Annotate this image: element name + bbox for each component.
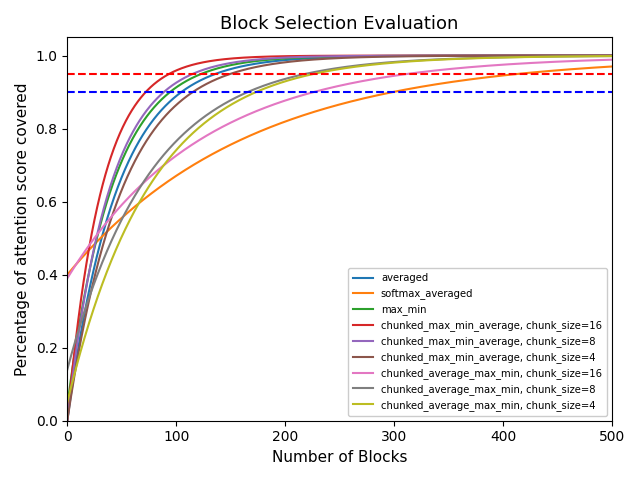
Line: averaged: averaged xyxy=(67,56,612,421)
chunked_max_min_average, chunk_size=8 xyxy=(592,53,600,59)
Legend: averaged, softmax_averaged, max_min, chunked_max_min_average, chunk_size=16, chu: averaged, softmax_averaged, max_min, chu… xyxy=(348,268,607,416)
chunked_average_max_min, chunk_size=8 xyxy=(314,69,321,74)
chunked_max_min_average, chunk_size=16 xyxy=(92,214,99,220)
chunked_max_min_average, chunk_size=8 xyxy=(492,53,500,59)
chunked_average_max_min, chunk_size=8 xyxy=(92,278,99,284)
chunked_average_max_min, chunk_size=4 xyxy=(92,301,99,307)
chunked_max_min_average, chunk_size=4 xyxy=(592,53,600,59)
chunked_average_max_min, chunk_size=8 xyxy=(63,367,71,372)
chunked_max_min_average, chunk_size=16 xyxy=(592,53,600,59)
chunked_max_min_average, chunk_size=4 xyxy=(63,418,71,424)
chunked_average_max_min, chunk_size=8 xyxy=(608,53,616,59)
chunked_max_min_average, chunk_size=16 xyxy=(492,53,500,59)
chunked_average_max_min, chunk_size=16 xyxy=(328,84,336,90)
chunked_average_max_min, chunk_size=4 xyxy=(314,70,321,76)
Line: chunked_average_max_min, chunk_size=4: chunked_average_max_min, chunk_size=4 xyxy=(67,56,612,402)
averaged xyxy=(592,53,600,59)
Line: chunked_max_min_average, chunk_size=4: chunked_max_min_average, chunk_size=4 xyxy=(67,56,612,421)
Y-axis label: Percentage of attention score covered: Percentage of attention score covered xyxy=(15,82,30,376)
chunked_average_max_min, chunk_size=4 xyxy=(592,53,600,59)
softmax_averaged xyxy=(314,108,321,114)
chunked_average_max_min, chunk_size=8 xyxy=(592,53,600,59)
Line: softmax_averaged: softmax_averaged xyxy=(67,67,612,275)
softmax_averaged xyxy=(592,65,600,71)
chunked_average_max_min, chunk_size=4 xyxy=(328,67,336,73)
chunked_max_min_average, chunk_size=8 xyxy=(328,53,336,59)
chunked_max_min_average, chunk_size=4 xyxy=(608,53,616,59)
max_min xyxy=(314,54,321,60)
chunked_max_min_average, chunk_size=16 xyxy=(608,53,616,59)
softmax_averaged xyxy=(608,64,616,70)
softmax_averaged xyxy=(492,73,500,79)
X-axis label: Number of Blocks: Number of Blocks xyxy=(272,450,407,465)
max_min xyxy=(592,53,600,59)
chunked_max_min_average, chunk_size=4 xyxy=(314,56,321,62)
averaged xyxy=(592,53,600,59)
chunked_max_min_average, chunk_size=16 xyxy=(592,53,600,59)
chunked_max_min_average, chunk_size=16 xyxy=(63,418,71,424)
averaged xyxy=(92,261,99,267)
Line: max_min: max_min xyxy=(67,56,612,406)
Title: Block Selection Evaluation: Block Selection Evaluation xyxy=(220,15,459,33)
chunked_max_min_average, chunk_size=8 xyxy=(92,241,99,247)
chunked_max_min_average, chunk_size=16 xyxy=(314,53,321,59)
chunked_average_max_min, chunk_size=8 xyxy=(492,55,500,60)
softmax_averaged xyxy=(592,65,600,71)
chunked_max_min_average, chunk_size=4 xyxy=(492,53,500,59)
max_min xyxy=(92,243,99,249)
chunked_max_min_average, chunk_size=16 xyxy=(328,53,336,59)
chunked_average_max_min, chunk_size=16 xyxy=(63,276,71,281)
softmax_averaged xyxy=(63,272,71,277)
averaged xyxy=(492,53,500,59)
chunked_average_max_min, chunk_size=16 xyxy=(314,88,321,94)
chunked_max_min_average, chunk_size=8 xyxy=(608,53,616,59)
averaged xyxy=(314,55,321,61)
averaged xyxy=(328,54,336,60)
chunked_average_max_min, chunk_size=16 xyxy=(592,57,600,63)
chunked_average_max_min, chunk_size=4 xyxy=(492,55,500,60)
chunked_max_min_average, chunk_size=8 xyxy=(314,54,321,60)
averaged xyxy=(608,53,616,59)
chunked_average_max_min, chunk_size=16 xyxy=(592,57,600,63)
chunked_average_max_min, chunk_size=8 xyxy=(592,53,600,59)
Line: chunked_average_max_min, chunk_size=16: chunked_average_max_min, chunk_size=16 xyxy=(67,60,612,278)
chunked_average_max_min, chunk_size=4 xyxy=(592,53,600,59)
Line: chunked_max_min_average, chunk_size=16: chunked_max_min_average, chunk_size=16 xyxy=(67,56,612,421)
softmax_averaged xyxy=(328,104,336,109)
chunked_average_max_min, chunk_size=8 xyxy=(328,66,336,72)
chunked_average_max_min, chunk_size=4 xyxy=(608,53,616,59)
chunked_max_min_average, chunk_size=4 xyxy=(328,56,336,61)
chunked_max_min_average, chunk_size=4 xyxy=(592,53,600,59)
max_min xyxy=(328,54,336,60)
max_min xyxy=(608,53,616,59)
max_min xyxy=(492,53,500,59)
chunked_average_max_min, chunk_size=16 xyxy=(608,57,616,62)
max_min xyxy=(592,53,600,59)
Line: chunked_max_min_average, chunk_size=8: chunked_max_min_average, chunk_size=8 xyxy=(67,56,612,421)
chunked_average_max_min, chunk_size=16 xyxy=(492,62,500,68)
max_min xyxy=(63,403,71,409)
chunked_average_max_min, chunk_size=4 xyxy=(63,399,71,405)
softmax_averaged xyxy=(92,240,99,246)
Line: chunked_average_max_min, chunk_size=8: chunked_average_max_min, chunk_size=8 xyxy=(67,56,612,370)
averaged xyxy=(63,418,71,424)
chunked_max_min_average, chunk_size=8 xyxy=(592,53,600,59)
chunked_average_max_min, chunk_size=16 xyxy=(92,234,99,240)
chunked_max_min_average, chunk_size=8 xyxy=(63,418,71,424)
chunked_max_min_average, chunk_size=4 xyxy=(92,272,99,277)
